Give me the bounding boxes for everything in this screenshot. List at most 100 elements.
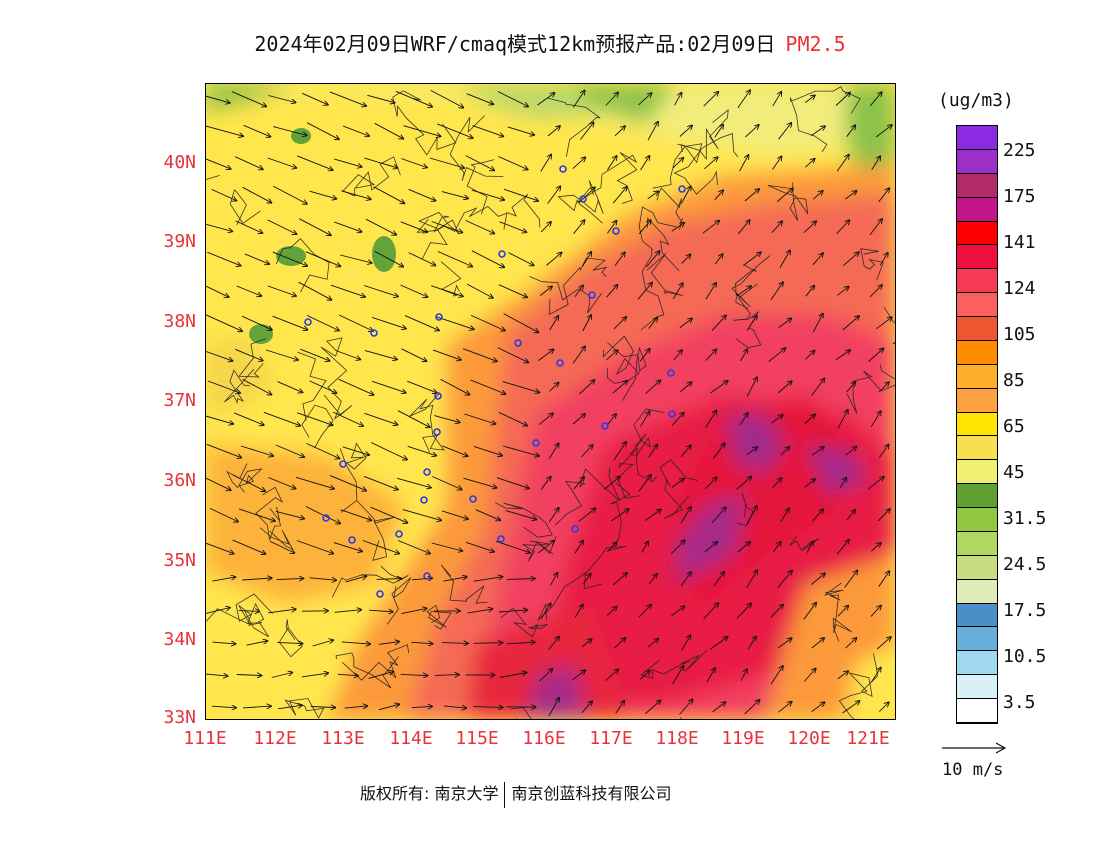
wind-arrow [867, 477, 884, 490]
wind-arrow [641, 542, 648, 553]
wind-arrow [804, 415, 815, 424]
wind-arrow [268, 609, 295, 614]
legend-label: 105 [1003, 324, 1036, 345]
lat-tick-label: 39N [163, 231, 196, 252]
wind-arrow [837, 671, 848, 680]
wind-arrow [498, 156, 527, 170]
wind-arrow [712, 443, 724, 459]
wind-arrow [243, 124, 271, 136]
wind-arrow [679, 318, 692, 328]
wind-arrow [549, 383, 559, 392]
wind-arrow [606, 350, 617, 361]
boundary-line [339, 442, 367, 513]
wind-arrow [704, 477, 717, 490]
wind-arrow [548, 508, 558, 523]
wind-arrow [878, 702, 888, 712]
lat-tick-label: 37N [163, 390, 196, 411]
wind-arrow [869, 92, 881, 107]
city-marker [668, 410, 676, 418]
city-marker [469, 495, 477, 503]
wind-arrow [777, 571, 792, 588]
wind-arrow [206, 223, 232, 232]
city-marker [395, 530, 403, 538]
wind-arrow [440, 378, 470, 394]
boundary-line [602, 335, 640, 384]
wind-arrow [813, 191, 822, 200]
wind-arrow [370, 506, 408, 523]
wind-arrow [241, 315, 272, 330]
wind-arrow [473, 445, 502, 455]
wind-arrow [503, 188, 538, 201]
boundary-line [790, 86, 861, 153]
wind-arrow [365, 218, 396, 235]
city-marker [571, 525, 579, 533]
wind-arrow [473, 643, 503, 644]
wind-arrow [404, 315, 439, 331]
boundary-line [238, 338, 267, 378]
lat-tick-label: 38N [163, 311, 196, 332]
wind-arrow [277, 705, 302, 710]
wind-arrow [231, 91, 266, 107]
boundary-line [342, 644, 410, 681]
wind-arrow [812, 253, 823, 266]
wind-arrow [810, 573, 825, 585]
boundary-line [846, 364, 895, 414]
wind-arrow [638, 220, 651, 235]
boundary-line [734, 264, 757, 309]
wind-arrow [744, 189, 759, 202]
legend-label: 3.5 [1003, 692, 1036, 713]
wind-arrow [470, 379, 506, 394]
wind-arrow [434, 415, 459, 423]
wind-arrow [779, 250, 790, 268]
wind-arrow [401, 348, 427, 361]
wind-arrow [363, 285, 398, 297]
legend-swatch [957, 651, 997, 676]
legend-swatch [957, 675, 997, 700]
wind-arrow [242, 578, 271, 580]
boundary-line [224, 368, 255, 404]
wind-arrow [772, 478, 782, 489]
wind-arrow [572, 414, 585, 425]
boundary-line [824, 582, 852, 642]
wind-arrow [605, 93, 618, 106]
lon-tick-label: 118E [655, 728, 699, 749]
legend-swatch [957, 627, 997, 652]
legend-swatch [957, 293, 997, 318]
wind-arrow [443, 706, 467, 708]
chart-title: 2024年02月09日WRF/cmaq模式12km预报产品:02月09日 PM2.… [0, 28, 1100, 57]
wind-arrow [607, 156, 616, 171]
wind-arrow [647, 191, 659, 200]
wind-arrow [706, 668, 715, 683]
wind-arrow [234, 412, 264, 425]
legend-swatch [957, 412, 997, 437]
wind-arrow [335, 350, 361, 360]
wind-arrow [267, 219, 297, 234]
wind-arrow [640, 156, 650, 171]
lon-tick-label: 115E [455, 728, 499, 749]
wind-arrow [878, 188, 890, 203]
wind-arrow [238, 508, 275, 521]
wind-arrow [302, 92, 328, 104]
wind-arrow [615, 701, 624, 714]
wind-arrow [206, 350, 233, 361]
boundary-line [731, 255, 771, 308]
wind-arrow [639, 349, 649, 362]
color-legend [956, 125, 998, 724]
boundary-line [284, 698, 325, 719]
boundary-line [500, 607, 548, 638]
wind-arrow [371, 316, 406, 328]
legend-swatch [957, 579, 997, 604]
wind-arrow [772, 542, 781, 553]
wind-arrow [508, 252, 533, 266]
wind-arrow [400, 284, 428, 297]
wind-arrow [540, 222, 551, 233]
wind-arrow [402, 509, 441, 521]
lon-tick-label: 120E [787, 728, 831, 749]
wind-arrow [367, 94, 394, 102]
wind-arrow [263, 411, 300, 425]
wind-arrow [736, 603, 751, 619]
wind-arrow [496, 477, 529, 489]
wind-arrow [549, 316, 559, 331]
boundary-line [554, 467, 621, 526]
wind-arrow [463, 477, 496, 488]
